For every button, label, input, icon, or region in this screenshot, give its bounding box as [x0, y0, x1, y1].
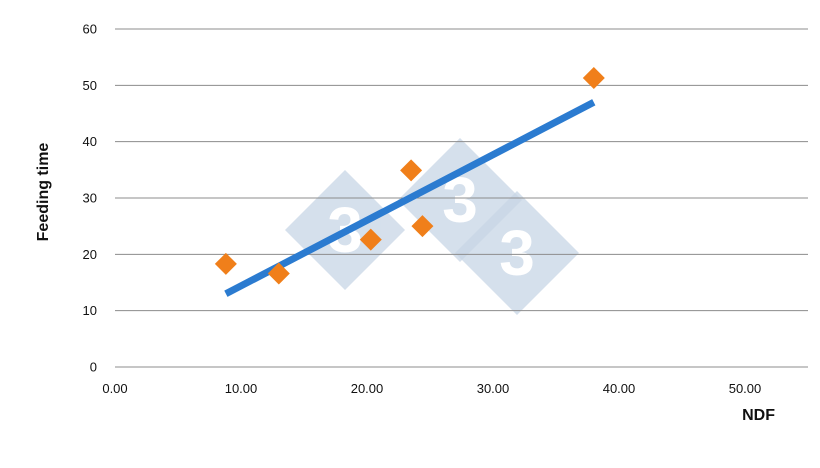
- x-tick-label: 10.00: [225, 381, 258, 396]
- y-tick-label: 0: [90, 360, 97, 375]
- watermark-diamond: 3: [455, 191, 579, 315]
- x-axis-label: NDF: [742, 407, 775, 424]
- y-tick-label: 20: [83, 247, 97, 262]
- x-tick-label: 20.00: [351, 381, 384, 396]
- watermark-digit: 3: [499, 217, 535, 289]
- x-tick-label: 30.00: [477, 381, 510, 396]
- gridlines: [115, 28, 808, 368]
- y-tick-labels: 0 10 20 30 40 50 60: [83, 22, 97, 375]
- watermark-logo: 333: [285, 138, 579, 315]
- data-point: [267, 262, 290, 285]
- y-tick-label: 50: [83, 78, 97, 93]
- data-point: [400, 159, 423, 182]
- y-tick-label: 60: [83, 22, 97, 37]
- data-point: [411, 215, 434, 238]
- data-point: [582, 67, 605, 90]
- x-tick-label: 50.00: [729, 381, 762, 396]
- x-tick-label: 40.00: [603, 381, 636, 396]
- data-points: [214, 67, 605, 285]
- trendline: [224, 99, 596, 297]
- y-axis-label: Feeding time: [35, 143, 52, 242]
- trendline-group: [224, 99, 596, 297]
- y-tick-label: 10: [83, 303, 97, 318]
- data-point: [359, 228, 382, 251]
- x-tick-label: 0.00: [102, 381, 127, 396]
- y-tick-label: 30: [83, 191, 97, 206]
- data-point: [214, 252, 237, 275]
- y-tick-label: 40: [83, 134, 97, 149]
- x-tick-labels: 0.00 10.00 20.00 30.00 40.00 50.00: [102, 381, 761, 396]
